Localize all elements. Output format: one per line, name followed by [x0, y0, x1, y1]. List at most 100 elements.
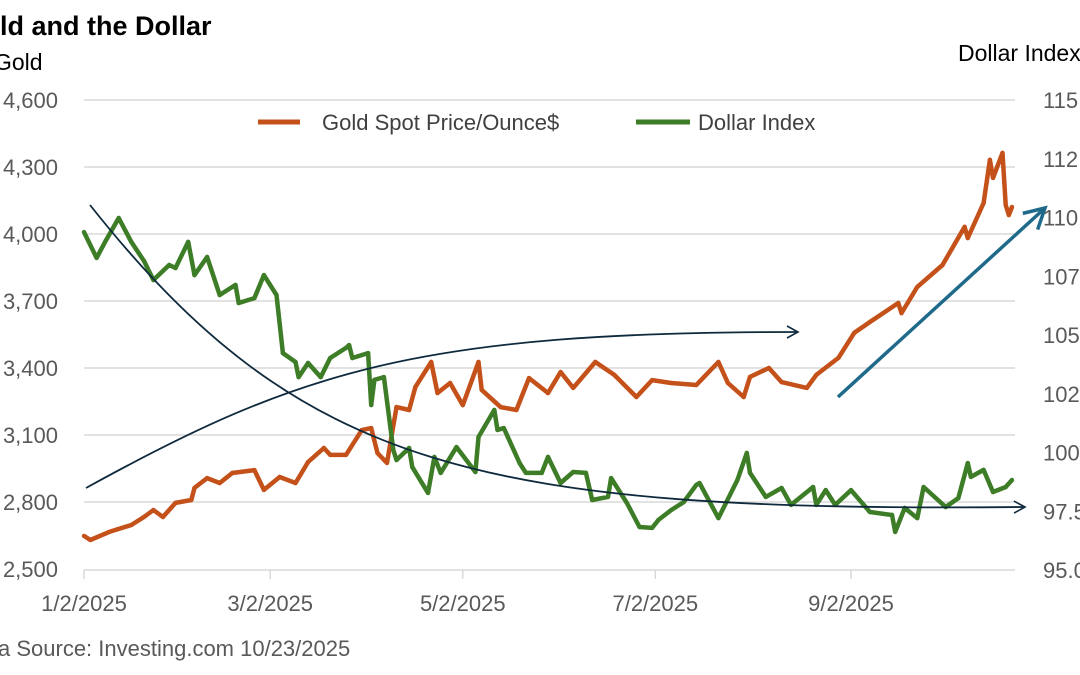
gold-data-point — [343, 452, 349, 458]
x-tick-label: 9/2/2025 — [808, 591, 894, 616]
gold-data-point — [479, 387, 484, 393]
dollar-data-point — [204, 254, 210, 260]
dollar-data-point — [848, 487, 854, 493]
dollar-data-point — [476, 434, 481, 440]
gold-data-point — [867, 319, 873, 325]
gold-data-point — [189, 497, 194, 503]
gold-data-point — [192, 485, 197, 491]
dollar-data-point — [365, 350, 371, 356]
gold-data-point — [962, 224, 967, 230]
right-axis-title: Dollar Index — [958, 40, 1080, 66]
gold-data-point — [1006, 212, 1012, 218]
dollar-data-point — [129, 239, 134, 245]
gold-data-point — [634, 394, 639, 400]
dollar-data-point — [381, 374, 387, 380]
left-tick-label: 3,400 — [3, 356, 58, 381]
dollar-data-point — [867, 509, 873, 515]
gold-data-point — [915, 284, 920, 290]
dollar-data-point — [391, 447, 396, 453]
dollar-data-point — [735, 477, 740, 483]
gold-points — [81, 150, 1015, 543]
dollar-data-point — [637, 524, 642, 530]
dollar-data-point — [280, 350, 286, 356]
gold-data-point — [81, 533, 87, 539]
dollar-data-point — [624, 500, 630, 506]
legend: Gold Spot Price/Ounce$ Dollar Index — [258, 110, 815, 135]
gold-data-point — [593, 359, 598, 365]
dollar-data-point — [492, 407, 497, 413]
dollar-data-point — [454, 444, 459, 450]
gold-data-point — [88, 537, 93, 543]
dollar-data-point — [523, 470, 529, 476]
dollar-data-point — [141, 258, 147, 264]
gold-data-point — [1000, 150, 1005, 156]
gold-data-point — [899, 310, 904, 316]
dollar-data-point — [473, 469, 478, 475]
gold-data-point — [394, 404, 399, 410]
right-tick-label: 95.0 — [1043, 558, 1080, 583]
dollar-data-point — [173, 265, 178, 271]
dollar-data-point — [343, 345, 349, 351]
gold-data-point — [612, 372, 617, 378]
gold-data-point — [987, 157, 993, 163]
gold-data-point — [741, 394, 746, 400]
dollar-data-point — [571, 469, 576, 475]
gold-series-line — [82, 150, 1015, 543]
gold-data-point — [413, 384, 418, 390]
left-tick-label: 2,500 — [3, 557, 58, 582]
gold-data-point — [668, 380, 674, 386]
gold-data-point — [435, 390, 440, 396]
gold-data-point — [277, 474, 282, 480]
dollar-data-point — [668, 507, 674, 513]
gold-rise-arrow — [85, 325, 800, 489]
gold-data-point — [447, 380, 453, 386]
dollar-series-line — [81, 215, 1014, 535]
gold-data-point — [836, 355, 841, 361]
gold-data-point — [694, 382, 699, 388]
right-tick-label: 105.0 — [1043, 323, 1080, 348]
dollar-data-point — [305, 360, 311, 366]
x-tick-label: 3/2/2025 — [227, 591, 313, 616]
gold-data-point — [766, 365, 772, 371]
dollar-data-point — [346, 342, 352, 348]
dollar-data-point — [293, 359, 298, 365]
dollar-data-point — [968, 474, 974, 480]
x-axis-ticks: 1/2/2025 3/2/2025 5/2/2025 7/2/2025 9/2/2025 — [41, 570, 894, 616]
dollar-data-point — [261, 272, 267, 278]
dollar-data-point — [372, 377, 377, 383]
dollar-data-point — [501, 425, 506, 431]
gold-data-point — [261, 487, 267, 493]
dollar-data-point — [589, 497, 595, 503]
gold-data-point — [940, 262, 945, 268]
right-tick-label: 110.0 — [1043, 206, 1080, 231]
dollar-data-point — [990, 489, 996, 495]
dollar-data-point — [608, 475, 614, 481]
gold-data-point — [526, 375, 532, 381]
dollar-data-point — [558, 480, 563, 486]
gold-data-point — [814, 372, 819, 378]
gold-data-point — [558, 369, 563, 375]
dollar-decline-arrow — [89, 204, 1027, 514]
dollar-data-point — [823, 487, 828, 493]
right-tick-label: 100.0 — [1043, 441, 1080, 466]
dollar-data-point — [892, 529, 898, 535]
dollar-data-point — [965, 460, 970, 466]
dollar-data-point — [1009, 477, 1015, 483]
dollar-data-point — [94, 255, 99, 261]
gold-data-point — [160, 514, 166, 520]
right-tick-label: 102.5 — [1043, 382, 1080, 407]
left-axis-ticks: 2,500 2,800 3,100 3,400 3,700 4,000 4,300 4,600 — [3, 88, 58, 582]
dollar-data-point — [779, 485, 784, 491]
dollar-data-point — [605, 494, 611, 500]
right-tick-label: 107.5 — [1043, 264, 1080, 289]
dollar-data-point — [921, 484, 926, 490]
gold-data-point — [571, 385, 576, 391]
left-tick-label: 3,700 — [3, 289, 58, 314]
gold-data-point — [384, 460, 390, 466]
legend-gold-label: Gold Spot Price/Ounce$ — [322, 110, 559, 135]
left-tick-label: 3,100 — [3, 423, 58, 448]
dollar-data-point — [545, 454, 551, 460]
gold-data-point — [321, 445, 327, 451]
dollar-data-point — [394, 457, 399, 463]
chart-title: ld and the Dollar — [0, 11, 212, 41]
